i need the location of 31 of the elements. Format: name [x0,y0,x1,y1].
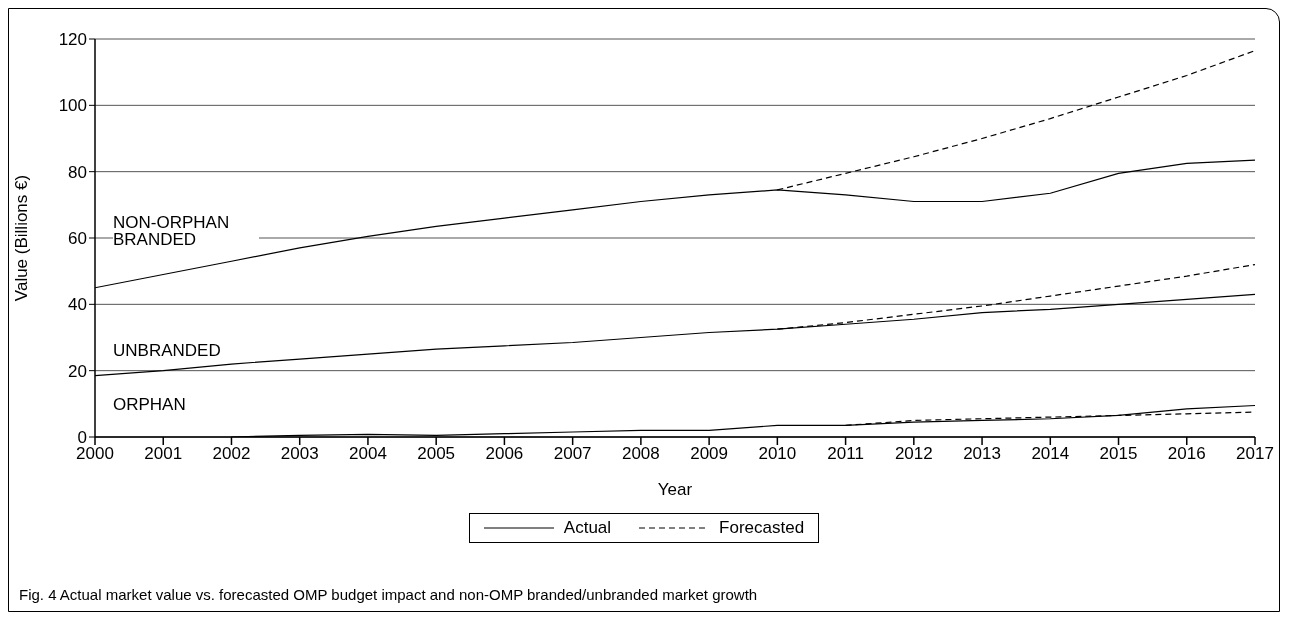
x-tick-label: 2007 [553,444,592,464]
annotation: UNBRANDED [113,341,221,360]
legend-label: Forecasted [719,518,805,538]
annotation: ORPHAN [113,395,186,414]
x-tick-label: 2005 [417,444,456,464]
x-tick-label: 2011 [827,444,864,464]
x-tick-label: 2015 [1099,444,1138,464]
x-tick-label: 2009 [690,444,729,464]
y-tick-label: 120 [58,30,87,50]
caption: Fig. 4 Actual market value vs. forecasted OMP budget impact and non-OMP branded/unbranded market growth [19,586,758,603]
y-axis-title: Value (Billions €) [12,174,32,302]
legend-label: Actual [563,518,612,538]
x-tick-label: 2001 [144,444,183,464]
y-tick-label: 60 [68,229,87,249]
x-tick-label: 2010 [758,444,797,464]
x-tick-label: 2008 [621,444,660,464]
x-tick-label: 2012 [894,444,933,464]
x-axis-title: Year [657,480,693,499]
y-tick-label: 20 [68,361,87,381]
x-tick-label: 2004 [349,444,387,464]
x-tick-label: 2003 [280,444,319,464]
x-tick-label: 2006 [485,444,524,464]
x-tick-label: 2002 [212,444,251,464]
y-tick-label: 40 [68,295,87,315]
x-tick-label: 2013 [963,444,1001,464]
x-tick-label: 2016 [1167,444,1206,464]
y-tick-label: 100 [58,96,87,116]
annotation: NON-ORPHAN BRANDED [113,213,259,249]
y-tick-label: 80 [68,162,87,182]
x-tick-label: 2017 [1236,444,1274,464]
x-tick-label: 2014 [1031,444,1070,464]
